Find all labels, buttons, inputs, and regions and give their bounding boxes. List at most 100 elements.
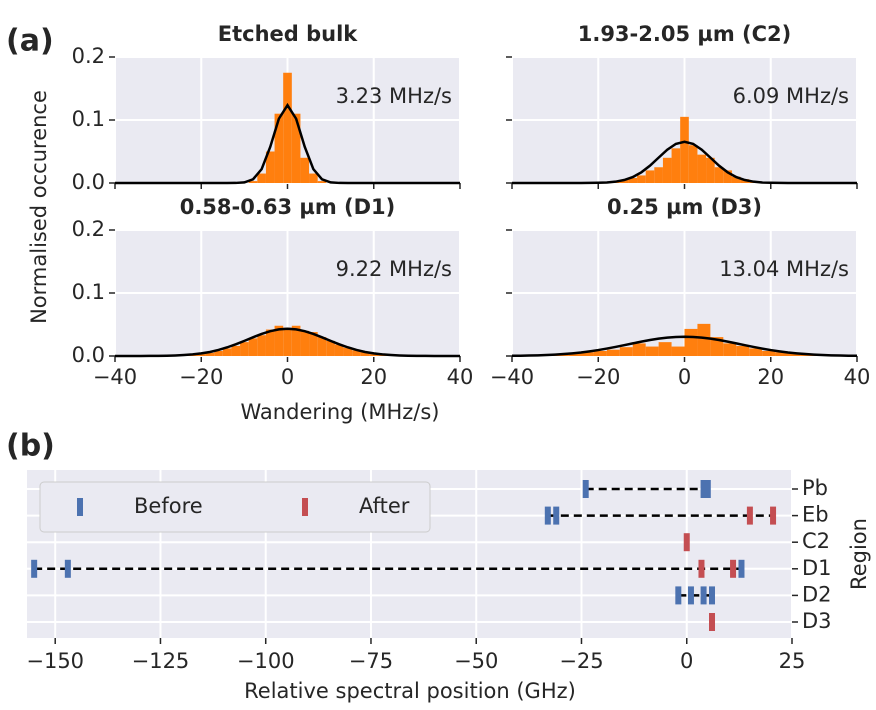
histogram-bar [274, 325, 284, 356]
y-tick-label: 0.1 [72, 280, 105, 304]
x-tick-label: 0 [680, 649, 693, 673]
chart-title: 1.93-2.05 µm (C2) [578, 22, 792, 46]
histogram-bar [231, 345, 241, 356]
x-tick-label: −20 [179, 365, 223, 389]
marker [683, 533, 690, 552]
histogram-bar [632, 343, 646, 356]
y-tick-label: 0.2 [72, 217, 105, 241]
histogram-bar [352, 350, 361, 356]
histogram-bar [593, 350, 607, 356]
fit-line [512, 140, 857, 185]
histogram-bar [214, 350, 223, 356]
histogram-bar [326, 340, 335, 356]
x-tick-label: 0 [281, 365, 294, 389]
histogram-bar [671, 346, 685, 356]
histogram-bar [283, 72, 292, 183]
histogram-bar [645, 346, 659, 356]
x-tick-label: −40 [93, 365, 137, 389]
y-tick-label: C2 [802, 529, 830, 553]
legend-label: Before [134, 494, 203, 518]
marker [675, 586, 682, 605]
y-tick-label: 0.0 [72, 170, 105, 194]
marker [544, 506, 551, 525]
x-tick-label: 40 [447, 365, 474, 389]
marker [698, 559, 705, 578]
marker [31, 559, 38, 578]
x-axis-label: Wandering (MHz/s) [241, 400, 440, 424]
histogram-bar [680, 116, 689, 183]
legend-box [39, 481, 431, 533]
histogram-bar [248, 181, 258, 183]
chart-title: Etched bulk [218, 22, 359, 46]
histogram-bar [619, 179, 629, 183]
histogram-bar [257, 335, 266, 356]
histogram-bar [369, 354, 379, 356]
y-tick-label: 0.1 [72, 107, 105, 131]
histogram-bar [684, 328, 698, 356]
legend-marker [302, 498, 308, 516]
histogram-bar [710, 337, 724, 356]
histogram-bar [291, 113, 301, 183]
annotation: 13.04 MHz/s [719, 257, 849, 281]
annotation: 3.23 MHz/s [336, 84, 452, 108]
x-tick-label: −100 [237, 649, 295, 673]
marker [700, 586, 707, 605]
histogram-bar [581, 352, 594, 356]
fit-line [115, 102, 460, 185]
x-tick-label: 0 [678, 365, 691, 389]
histogram-bar [606, 349, 620, 356]
x-tick-label: 25 [779, 649, 806, 673]
histogram-bar [334, 344, 344, 356]
legend-marker [77, 498, 83, 516]
histogram-bar [300, 330, 310, 356]
histogram-bar [343, 347, 353, 356]
x-tick-label: −25 [559, 649, 603, 673]
histogram-bar [619, 347, 633, 356]
y-tick-label: D1 [802, 556, 832, 580]
histogram-bar [723, 343, 737, 356]
x-tick-label: −75 [349, 649, 393, 673]
histogram-bar [749, 348, 763, 356]
legend-label: After [359, 494, 410, 518]
histogram-bar [628, 177, 638, 183]
histogram-bar [317, 181, 327, 183]
marker [64, 559, 71, 578]
histogram-bar [762, 350, 776, 356]
chart-title: 0.25 µm (D3) [607, 195, 762, 219]
y-axis-label: Region [847, 518, 871, 590]
y-tick-label: D2 [802, 582, 832, 606]
histogram-bar [662, 157, 672, 183]
x-tick-label: 20 [360, 365, 387, 389]
y-tick-label: 0.2 [72, 44, 105, 68]
histogram-bar [265, 329, 275, 356]
x-axis-label: Relative spectral position (GHz) [244, 679, 576, 703]
x-tick-label: −150 [26, 649, 84, 673]
annotation: 9.22 MHz/s [336, 257, 452, 281]
y-tick-label: 0.0 [72, 343, 105, 367]
x-tick-label: 40 [844, 365, 871, 389]
histogram-bar [265, 151, 275, 183]
histogram-bar [736, 345, 750, 356]
histogram-bar [637, 175, 646, 183]
histogram-bar [291, 325, 301, 356]
histogram-bar [248, 338, 258, 356]
histogram-bar [196, 354, 206, 356]
x-tick-label: −125 [132, 649, 190, 673]
histogram-bar [360, 352, 370, 356]
panel-label: (b) [6, 429, 55, 464]
panel-label: (a) [6, 24, 54, 59]
histogram-bar [654, 167, 663, 183]
y-tick-label: D3 [802, 609, 832, 633]
y-tick-label: Pb [802, 476, 828, 500]
marker [709, 586, 716, 605]
marker [700, 480, 707, 498]
marker [730, 559, 737, 578]
histogram-bar [205, 352, 215, 356]
marker [553, 506, 560, 525]
histogram-bar [697, 323, 711, 356]
x-tick-label: −40 [490, 365, 534, 389]
histogram-bar [671, 148, 681, 183]
marker [704, 480, 711, 498]
fit-line [511, 335, 858, 358]
